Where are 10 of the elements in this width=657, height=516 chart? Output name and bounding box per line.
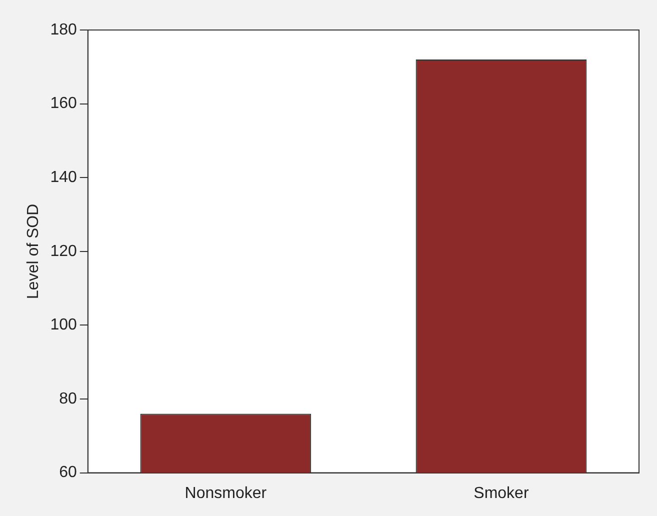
y-tick-label: 160	[50, 95, 77, 112]
y-axis-title: Level of SOD	[25, 204, 42, 299]
y-tick-label: 60	[59, 464, 77, 482]
y-tick-label: 100	[50, 316, 77, 334]
y-tick-label: 80	[59, 390, 77, 408]
y-tick-label: 180	[50, 21, 77, 38]
x-tick-label: Nonsmoker	[184, 484, 268, 502]
y-tick-label: 120	[50, 242, 77, 260]
x-tick-label: Smoker	[474, 484, 530, 502]
y-tick-label: 140	[50, 169, 77, 186]
